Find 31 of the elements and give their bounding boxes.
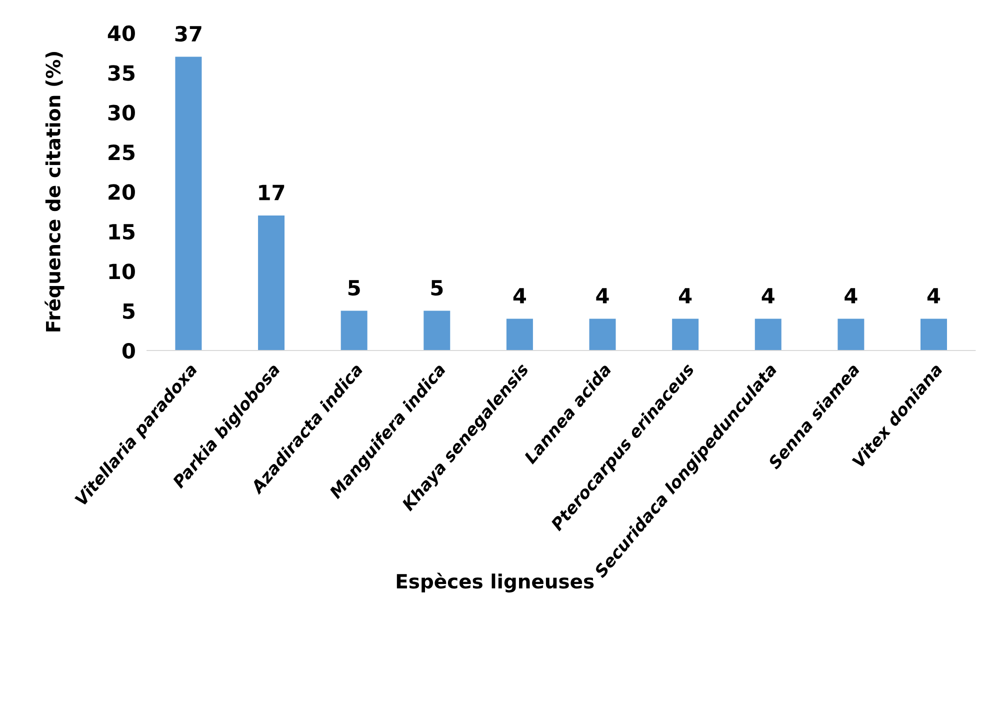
y-tick-label: 5 [123,304,134,320]
y-tick-label: 10 [109,264,135,280]
bar [754,318,782,350]
data-label: 5 [348,280,360,296]
data-label: 5 [431,280,443,296]
y-tick-label: 40 [108,25,135,42]
y-tick-label: 35 [108,65,134,81]
data-label: 37 [175,26,202,42]
bar [672,318,699,350]
y-tick-label: 25 [108,144,134,160]
data-label: 17 [259,184,284,200]
data-label: 4 [679,288,692,304]
bar [424,310,450,350]
data-label: 4 [844,288,858,304]
data-label: 4 [596,288,609,304]
bar [258,216,285,350]
bar [340,310,368,350]
data-label: 4 [927,288,940,304]
y-tick-label: 30 [108,104,135,121]
y-tick-label: 0 [122,342,135,359]
bar [589,318,616,350]
y-axis-title: Fréquence de citation (%) [44,52,64,332]
bar [920,318,947,350]
bar [838,318,864,350]
x-axis-title: Espèces ligneuses [396,572,594,593]
y-tick-label: 15 [109,224,134,240]
y-tick-label: 20 [108,184,135,200]
data-label: 4 [513,288,526,304]
bar [506,318,533,350]
bar [175,56,202,350]
data-label: 4 [762,288,774,304]
